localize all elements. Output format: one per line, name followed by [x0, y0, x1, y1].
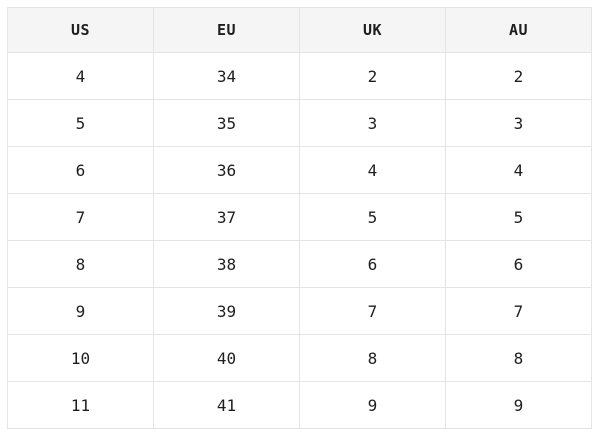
table-cell: 36 [153, 146, 300, 194]
table-cell: 11 [7, 381, 154, 429]
table-cell: 4 [445, 146, 592, 194]
table-body: 4 34 2 2 5 35 3 3 6 36 4 4 7 37 5 5 8 38… [7, 52, 592, 429]
table-cell: 5 [445, 193, 592, 241]
table-cell: 4 [7, 52, 154, 100]
table-cell: 7 [7, 193, 154, 241]
table-row: 11 41 9 9 [7, 381, 592, 429]
table-header: US EU UK AU [7, 7, 592, 53]
table-cell: 5 [7, 99, 154, 147]
table-row: 10 40 8 8 [7, 334, 592, 382]
table-cell: 6 [445, 240, 592, 288]
table-cell: 9 [7, 287, 154, 335]
table-cell: 2 [299, 52, 446, 100]
table-cell: 41 [153, 381, 300, 429]
table-row: 8 38 6 6 [7, 240, 592, 288]
table-cell: 35 [153, 99, 300, 147]
table-cell: 9 [445, 381, 592, 429]
size-conversion-table: US EU UK AU 4 34 2 2 5 35 3 3 6 36 4 4 7… [7, 7, 592, 429]
table-cell: 3 [445, 99, 592, 147]
table-cell: 37 [153, 193, 300, 241]
table-cell: 4 [299, 146, 446, 194]
table-cell: 38 [153, 240, 300, 288]
table-row: 7 37 5 5 [7, 193, 592, 241]
column-header-eu: EU [153, 7, 300, 53]
table-cell: 34 [153, 52, 300, 100]
table-row: 9 39 7 7 [7, 287, 592, 335]
table-cell: 40 [153, 334, 300, 382]
column-header-uk: UK [299, 7, 446, 53]
table-cell: 39 [153, 287, 300, 335]
column-header-au: AU [445, 7, 592, 53]
table-cell: 2 [445, 52, 592, 100]
header-row: US EU UK AU [7, 7, 592, 53]
table-row: 5 35 3 3 [7, 99, 592, 147]
table-cell: 9 [299, 381, 446, 429]
table-cell: 8 [299, 334, 446, 382]
table-cell: 6 [299, 240, 446, 288]
table-row: 6 36 4 4 [7, 146, 592, 194]
table-row: 4 34 2 2 [7, 52, 592, 100]
column-header-us: US [7, 7, 154, 53]
table-cell: 6 [7, 146, 154, 194]
table-cell: 10 [7, 334, 154, 382]
table-cell: 8 [445, 334, 592, 382]
table-cell: 3 [299, 99, 446, 147]
table-cell: 8 [7, 240, 154, 288]
table-cell: 5 [299, 193, 446, 241]
table-cell: 7 [445, 287, 592, 335]
table-cell: 7 [299, 287, 446, 335]
